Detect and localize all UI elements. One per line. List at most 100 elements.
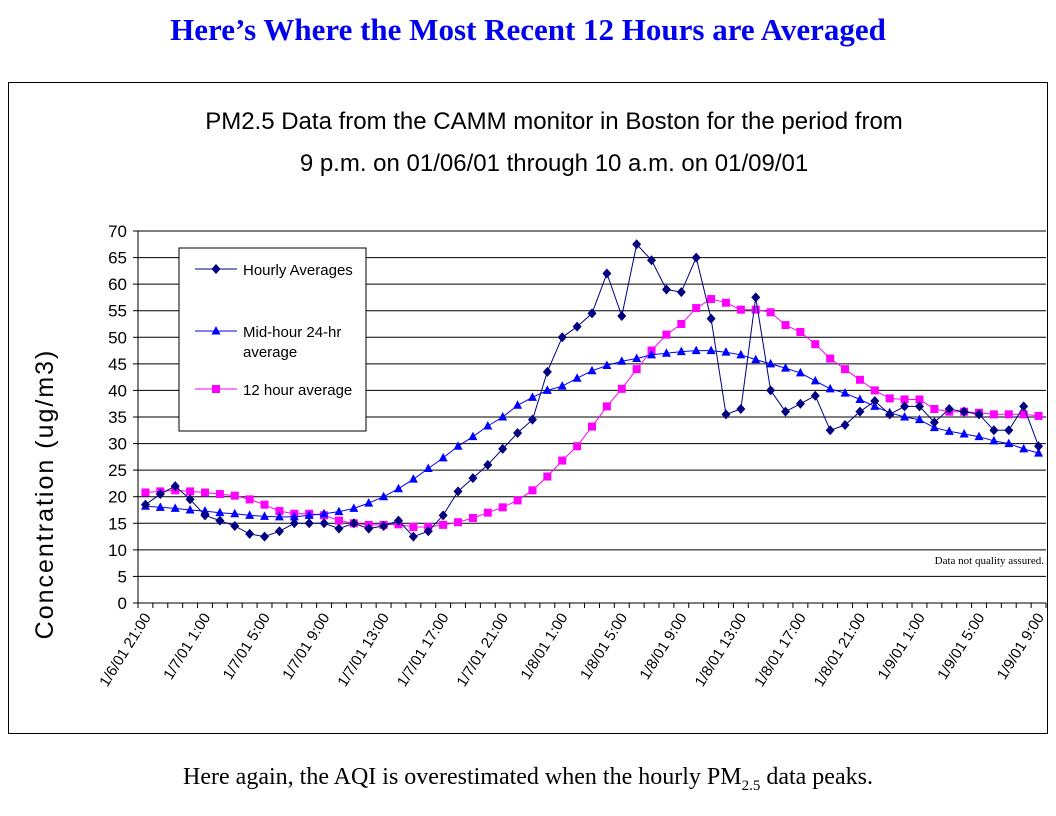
data-point xyxy=(379,491,389,501)
data-point xyxy=(588,422,596,431)
data-point xyxy=(498,503,507,512)
data-point xyxy=(736,305,745,314)
data-point xyxy=(661,348,671,357)
data-point xyxy=(989,435,999,445)
data-point xyxy=(840,388,850,397)
data-point xyxy=(959,429,969,438)
data-point xyxy=(944,404,954,415)
data-point xyxy=(811,340,820,349)
legend-marker xyxy=(211,326,221,335)
data-point xyxy=(1004,410,1013,419)
data-point xyxy=(275,507,284,516)
data-point xyxy=(498,443,508,454)
data-point xyxy=(706,345,716,355)
data-point xyxy=(692,304,701,313)
data-point xyxy=(453,441,463,450)
x-tick-label: 1/8/01 9:00 xyxy=(637,610,691,683)
data-point xyxy=(989,425,999,436)
data-point xyxy=(260,511,270,520)
data-point xyxy=(349,518,359,529)
y-tick-label: 30 xyxy=(108,435,127,454)
chart-frame: PM2.5 Data from the CAMM monitor in Bost… xyxy=(8,82,1048,734)
data-point xyxy=(438,452,448,462)
data-point xyxy=(959,406,969,417)
data-point xyxy=(736,404,746,415)
data-point xyxy=(274,511,284,521)
data-point xyxy=(706,313,716,324)
axes xyxy=(133,230,1047,608)
legend-item: Hourly Averages xyxy=(195,262,353,279)
data-point xyxy=(542,385,552,394)
data-point xyxy=(334,516,343,525)
data-point xyxy=(483,508,492,517)
data-quality-annotation: Data not quality assured. xyxy=(935,555,1045,567)
data-point xyxy=(676,287,686,298)
data-point xyxy=(393,483,403,493)
data-point xyxy=(304,518,314,529)
data-point xyxy=(245,495,254,504)
data-point xyxy=(766,308,775,317)
data-point xyxy=(379,520,389,531)
chart-title-line2: 9 p.m. on 01/06/01 through 10 a.m. on 01… xyxy=(300,150,808,177)
data-point xyxy=(974,409,984,420)
data-point xyxy=(260,531,270,542)
pm25-line-chart: PM2.5 Data from the CAMM monitor in Bost… xyxy=(31,108,1047,690)
data-point xyxy=(215,490,224,499)
data-point xyxy=(274,526,284,537)
data-point xyxy=(974,431,984,441)
x-tick-label: 1/7/01 1:00 xyxy=(160,610,214,683)
data-point xyxy=(141,488,150,497)
data-point xyxy=(781,321,790,330)
x-tick-label: 1/8/01 13:00 xyxy=(692,610,751,690)
data-point xyxy=(319,518,329,529)
data-point xyxy=(260,500,269,509)
data-point xyxy=(781,363,791,372)
data-point xyxy=(676,346,686,356)
caption-subscript: 2.5 xyxy=(741,777,761,794)
y-tick-label: 5 xyxy=(118,567,127,586)
data-point xyxy=(825,425,835,436)
data-point xyxy=(841,365,850,374)
data-point xyxy=(855,394,865,403)
data-point xyxy=(1004,438,1014,448)
data-point xyxy=(647,349,657,359)
data-point xyxy=(304,510,314,519)
data-point xyxy=(795,367,805,377)
data-point xyxy=(691,252,701,263)
data-point xyxy=(632,353,642,363)
data-point xyxy=(245,528,255,539)
data-point xyxy=(423,463,433,473)
data-point xyxy=(185,494,195,505)
data-point xyxy=(929,417,939,428)
data-point xyxy=(572,373,582,382)
data-point xyxy=(215,507,225,517)
data-point xyxy=(170,503,180,512)
data-point xyxy=(914,401,924,412)
data-point xyxy=(334,506,344,516)
data-point xyxy=(558,456,567,465)
data-point xyxy=(289,518,299,529)
legend-marker xyxy=(211,264,221,274)
data-point xyxy=(870,386,879,395)
data-point xyxy=(319,508,329,518)
y-tick-label: 10 xyxy=(108,541,127,560)
data-point xyxy=(602,268,612,279)
data-point xyxy=(662,330,671,339)
legend-label: average xyxy=(243,344,297,361)
data-point xyxy=(200,510,210,521)
y-tick-label: 50 xyxy=(108,328,127,347)
slide-caption: Here again, the AQI is overestimated whe… xyxy=(0,764,1056,795)
data-point xyxy=(542,366,552,377)
x-tick-label: 1/6/01 21:00 xyxy=(96,610,155,690)
y-axis-label: Concentration (ug/m3) xyxy=(31,349,59,640)
data-point xyxy=(289,511,299,521)
legend-item: 12 hour average xyxy=(195,382,352,399)
data-point xyxy=(155,502,165,511)
data-point xyxy=(840,419,850,430)
legend: Hourly Averages Mid-hour 24-hr average 12 h… xyxy=(178,247,367,432)
data-point xyxy=(408,531,418,542)
data-point xyxy=(826,354,835,363)
data-point xyxy=(617,356,627,365)
data-point xyxy=(483,421,493,430)
data-point xyxy=(423,526,433,537)
